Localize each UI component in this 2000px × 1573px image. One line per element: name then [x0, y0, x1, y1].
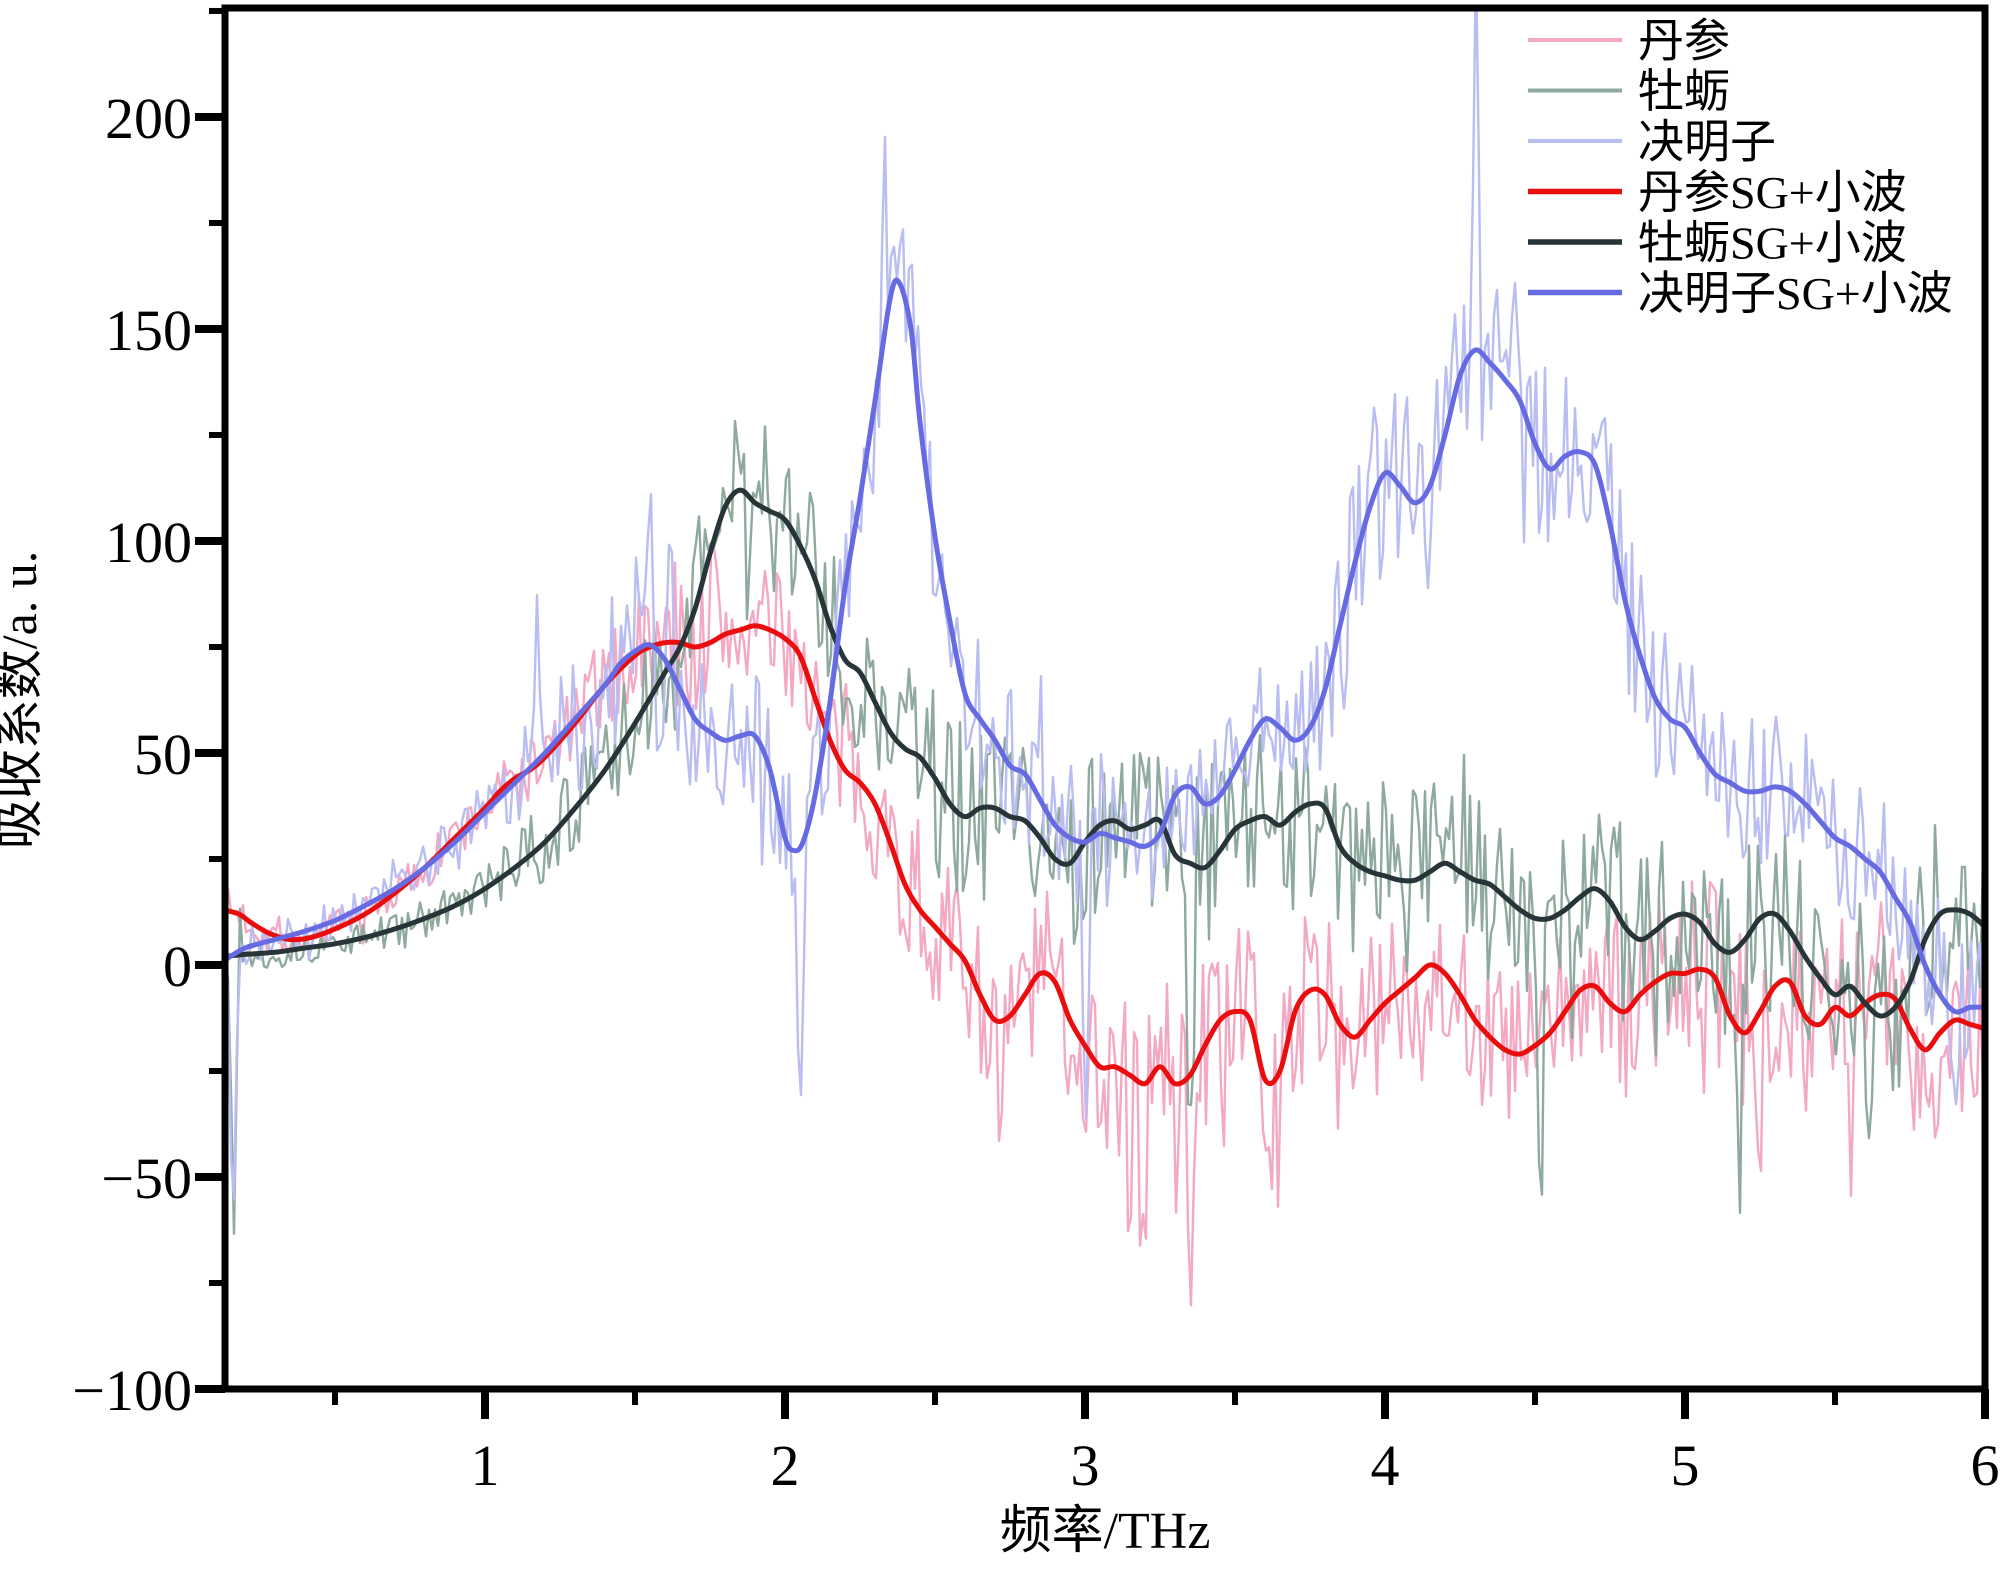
y-tick-label: 50 — [134, 722, 192, 787]
x-axis-title: 频率/THz — [1000, 1503, 1211, 1560]
y-tick-label: 0 — [163, 934, 192, 999]
legend-item: 牡蛎 — [1528, 66, 1730, 117]
x-tick-label: 2 — [771, 1433, 800, 1498]
series-muli_sg — [228, 487, 1982, 1019]
legend-label: 决明子SG+小波 — [1638, 268, 1953, 319]
legend-item: 决明子 — [1528, 117, 1776, 168]
legend-item: 丹参 — [1528, 16, 1730, 67]
x-tick-label: 1 — [471, 1433, 500, 1498]
legend-label: 丹参SG+小波 — [1638, 167, 1907, 218]
x-tick-label: 3 — [1071, 1433, 1100, 1498]
x-tick-label: 4 — [1371, 1433, 1400, 1498]
series-danshen_sg — [228, 623, 1982, 1087]
legend-item: 牡蛎SG+小波 — [1528, 218, 1907, 269]
legend-item: 决明子SG+小波 — [1528, 268, 1953, 319]
legend-item: 丹参SG+小波 — [1528, 167, 1907, 218]
plot-border — [221, 4, 1989, 1393]
series-juemingzi_raw — [228, 11, 1982, 1201]
series-juemingzi_sg — [228, 277, 1982, 1015]
axes-layer: 1 2 3 4 5 6 −100 −50 0 50 100 150 200 — [72, 4, 2000, 1498]
y-tick-label: 150 — [105, 298, 192, 363]
legend-label: 牡蛎SG+小波 — [1638, 218, 1907, 269]
y-tick-label: 100 — [105, 510, 192, 575]
y-tick-label: −50 — [101, 1146, 192, 1211]
legend-label: 决明子 — [1638, 117, 1776, 168]
x-tick-label: 5 — [1671, 1433, 1700, 1498]
y-tick-label: −100 — [72, 1358, 192, 1423]
legend-label: 丹参 — [1638, 16, 1730, 67]
series-layer — [228, 11, 1982, 1307]
legend-label: 牡蛎 — [1638, 66, 1730, 117]
y-tick-label: 200 — [105, 86, 192, 151]
x-tick-label: 6 — [1971, 1433, 2000, 1498]
series-muli_raw — [228, 419, 1982, 1236]
y-axis-title: 吸收系数/a. u. — [0, 551, 47, 850]
